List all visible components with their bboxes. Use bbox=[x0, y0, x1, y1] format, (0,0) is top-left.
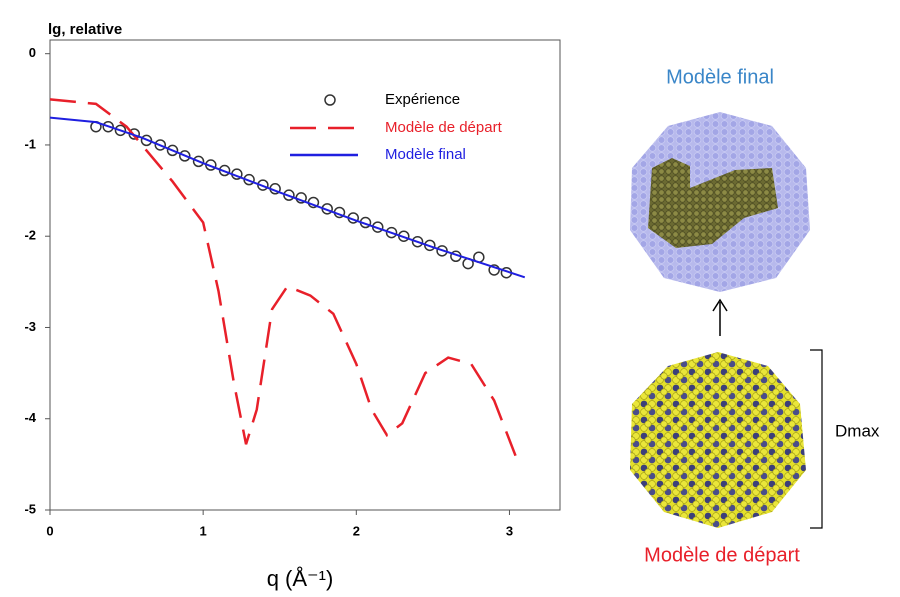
data-point bbox=[140, 134, 153, 147]
x-tick-label: 0 bbox=[46, 523, 53, 538]
legend-label: Expérience bbox=[385, 91, 460, 108]
y-axis-label: lg, relative bbox=[48, 21, 122, 38]
data-point bbox=[166, 144, 179, 157]
x-tick-label: 1 bbox=[200, 523, 207, 538]
x-tick-label: 2 bbox=[353, 523, 360, 538]
data-line bbox=[49, 116, 526, 279]
dimension-label: Dmax bbox=[835, 421, 880, 440]
y-tick-label: -1 bbox=[24, 136, 36, 151]
legend-label: Modèle de départ bbox=[385, 119, 503, 136]
data-point bbox=[385, 226, 398, 239]
x-tick-label: 3 bbox=[506, 523, 513, 538]
data-point bbox=[192, 155, 205, 168]
y-tick-label: 0 bbox=[29, 45, 36, 60]
y-tick-label: -5 bbox=[24, 501, 36, 516]
data-point bbox=[488, 264, 500, 276]
y-tick-label: -2 bbox=[24, 228, 36, 243]
top-model-label: Modèle final bbox=[666, 66, 774, 88]
data-point bbox=[179, 150, 191, 162]
data-point bbox=[114, 124, 127, 137]
final-model-shape bbox=[648, 158, 778, 248]
arrow-head bbox=[712, 298, 728, 312]
data-line bbox=[49, 98, 519, 461]
x-axis-label: q (Å⁻¹) bbox=[267, 566, 334, 591]
y-tick-label: -4 bbox=[24, 410, 36, 425]
data-point bbox=[154, 139, 167, 151]
data-point bbox=[283, 189, 295, 201]
plot-frame bbox=[49, 39, 561, 511]
data-point bbox=[411, 235, 424, 248]
y-tick-label: -3 bbox=[24, 319, 36, 334]
start-model-sphere bbox=[630, 352, 806, 528]
bottom-model-label: Modèle de départ bbox=[644, 544, 800, 566]
legend-marker bbox=[324, 94, 336, 106]
legend-label: Modèle final bbox=[385, 146, 466, 163]
data-point bbox=[102, 120, 114, 133]
dimension-bracket bbox=[810, 349, 823, 529]
